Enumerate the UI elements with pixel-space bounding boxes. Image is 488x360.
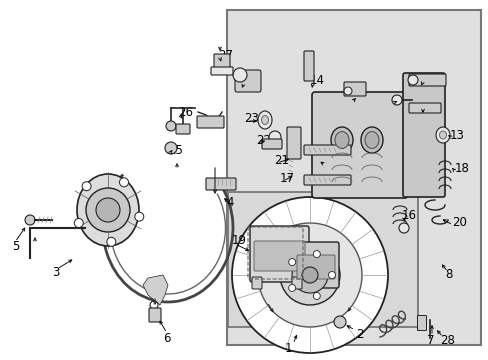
Circle shape — [119, 178, 128, 187]
Text: 5: 5 — [12, 239, 20, 252]
Text: 22: 22 — [256, 134, 270, 147]
Text: 21: 21 — [273, 153, 288, 166]
FancyBboxPatch shape — [251, 277, 262, 289]
Text: 11: 11 — [389, 94, 404, 107]
FancyBboxPatch shape — [408, 103, 440, 113]
Circle shape — [25, 215, 35, 225]
Circle shape — [86, 188, 130, 232]
Text: 1: 1 — [285, 342, 292, 355]
FancyBboxPatch shape — [205, 178, 236, 190]
FancyBboxPatch shape — [176, 124, 190, 134]
FancyBboxPatch shape — [235, 70, 261, 92]
FancyBboxPatch shape — [343, 82, 365, 96]
Ellipse shape — [330, 127, 352, 153]
Ellipse shape — [364, 131, 378, 149]
FancyBboxPatch shape — [249, 226, 308, 282]
Circle shape — [231, 197, 387, 353]
Text: 2: 2 — [355, 328, 363, 341]
Bar — [227, 192, 417, 327]
Text: 28: 28 — [439, 333, 454, 346]
FancyBboxPatch shape — [304, 145, 350, 155]
FancyBboxPatch shape — [197, 116, 224, 128]
Circle shape — [398, 223, 408, 233]
Text: 14: 14 — [309, 73, 325, 86]
Text: 27: 27 — [218, 49, 232, 62]
FancyBboxPatch shape — [304, 51, 313, 81]
FancyBboxPatch shape — [296, 255, 334, 279]
FancyBboxPatch shape — [304, 175, 350, 185]
Circle shape — [74, 219, 83, 228]
Circle shape — [96, 198, 120, 222]
Circle shape — [343, 87, 351, 95]
Ellipse shape — [435, 127, 449, 143]
Text: 6: 6 — [163, 332, 170, 345]
Circle shape — [291, 257, 327, 293]
Circle shape — [106, 237, 116, 246]
Circle shape — [150, 301, 158, 309]
FancyBboxPatch shape — [286, 127, 301, 159]
Text: 3: 3 — [52, 266, 59, 279]
FancyBboxPatch shape — [402, 73, 444, 197]
Ellipse shape — [258, 111, 271, 129]
Ellipse shape — [439, 131, 446, 139]
Circle shape — [302, 267, 317, 283]
Circle shape — [313, 251, 320, 257]
Circle shape — [333, 316, 346, 328]
FancyBboxPatch shape — [291, 277, 302, 289]
FancyBboxPatch shape — [292, 242, 338, 288]
Text: 8: 8 — [444, 269, 451, 282]
Text: 19: 19 — [231, 234, 246, 247]
Text: 26: 26 — [178, 105, 193, 118]
Text: 16: 16 — [401, 208, 416, 221]
FancyBboxPatch shape — [262, 139, 282, 149]
Circle shape — [288, 284, 295, 292]
FancyBboxPatch shape — [417, 315, 426, 330]
Text: 4: 4 — [225, 195, 233, 208]
Circle shape — [258, 223, 361, 327]
Text: 12: 12 — [419, 102, 434, 114]
Ellipse shape — [261, 116, 268, 125]
FancyBboxPatch shape — [311, 92, 407, 198]
Ellipse shape — [360, 127, 382, 153]
FancyBboxPatch shape — [408, 74, 445, 86]
Circle shape — [280, 245, 339, 305]
Circle shape — [82, 182, 91, 191]
Text: 7: 7 — [426, 333, 434, 346]
Ellipse shape — [77, 174, 139, 246]
FancyBboxPatch shape — [210, 67, 232, 75]
Text: 13: 13 — [449, 129, 464, 141]
Polygon shape — [142, 275, 168, 305]
Circle shape — [313, 292, 320, 300]
Ellipse shape — [334, 131, 348, 149]
Text: 10: 10 — [419, 72, 434, 85]
Text: 24: 24 — [242, 73, 257, 86]
Circle shape — [165, 121, 176, 131]
FancyBboxPatch shape — [253, 241, 305, 271]
Text: 20: 20 — [451, 216, 466, 229]
Circle shape — [288, 258, 295, 266]
Text: 15: 15 — [321, 156, 336, 168]
Bar — [226, 10, 480, 345]
Circle shape — [268, 131, 281, 143]
Circle shape — [391, 95, 401, 105]
Text: 23: 23 — [244, 112, 258, 125]
Circle shape — [164, 142, 177, 154]
Text: 9: 9 — [348, 91, 356, 104]
Circle shape — [328, 271, 335, 279]
Circle shape — [135, 212, 143, 221]
Circle shape — [232, 68, 246, 82]
Circle shape — [407, 75, 417, 85]
FancyBboxPatch shape — [149, 308, 161, 322]
Text: 25: 25 — [168, 144, 183, 157]
Text: 18: 18 — [454, 162, 469, 175]
FancyBboxPatch shape — [214, 54, 229, 72]
Text: 17: 17 — [280, 171, 294, 185]
